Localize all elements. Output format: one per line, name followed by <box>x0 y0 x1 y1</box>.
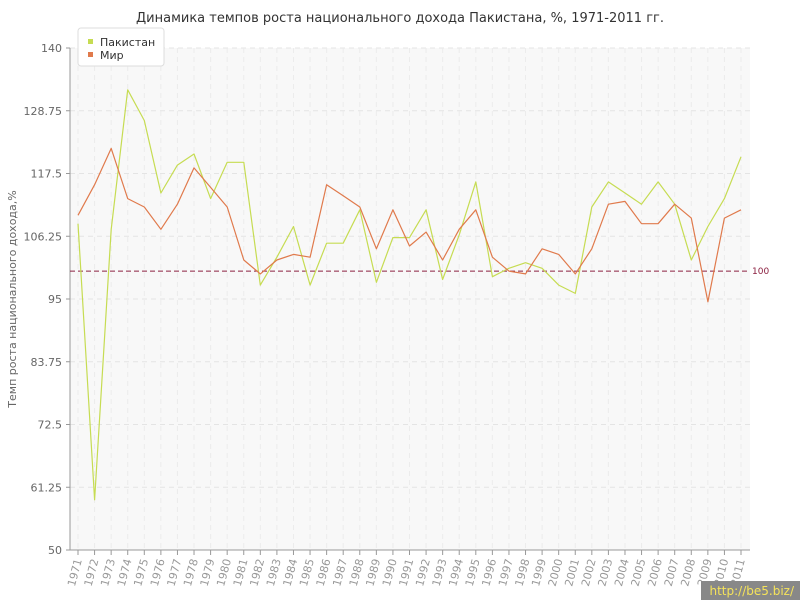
legend-swatch-world <box>88 52 93 57</box>
series-group <box>77 89 742 501</box>
y-tick-label: 83.75 <box>31 356 63 369</box>
legend-swatch-pakistan <box>88 39 93 44</box>
legend-label-world: Мир <box>100 49 124 62</box>
series-line-world <box>77 147 742 303</box>
legend[interactable]: Пакистан Мир <box>77 27 165 67</box>
y-tick-label: 106.25 <box>24 230 63 243</box>
chart-title: Динамика темпов роста национального дохо… <box>136 11 664 26</box>
y-tick-label: 61.25 <box>31 481 63 494</box>
watermark-link[interactable]: http://be5.biz/ <box>701 581 800 600</box>
y-axis-label: Темп роста национального дохода,% <box>6 190 19 408</box>
y-tick-label: 50 <box>48 544 62 557</box>
y-tick-label: 128.75 <box>24 105 63 118</box>
legend-label-pakistan: Пакистан <box>100 36 155 49</box>
reference-line-group: 100 <box>70 267 769 277</box>
reference-line-label: 100 <box>752 267 769 277</box>
series-line-pakistan <box>77 89 742 501</box>
y-tick-label: 72.5 <box>38 419 63 432</box>
y-tick-label: 95 <box>48 293 62 306</box>
legend-box <box>77 27 165 67</box>
grid <box>70 47 750 551</box>
y-tick-label: 140 <box>41 42 62 55</box>
y-tick-label: 117.5 <box>31 168 63 181</box>
